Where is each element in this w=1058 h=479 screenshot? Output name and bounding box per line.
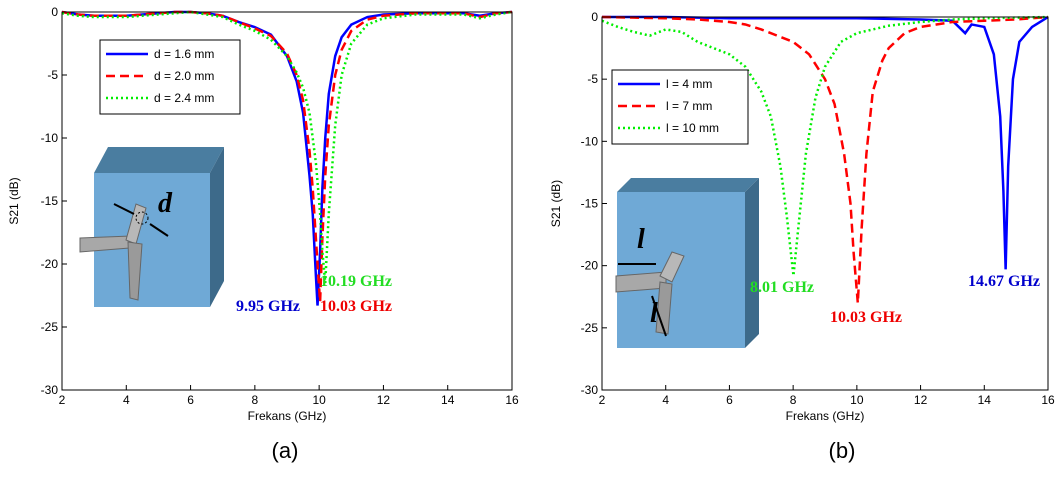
y-tick-label: -20 (41, 257, 59, 271)
inset-label: d (158, 188, 173, 219)
annotation: 10.19 GHz (320, 273, 392, 290)
x-tick-label: 6 (187, 393, 194, 407)
panel-label: (b) (829, 438, 856, 463)
panel-label: (a) (272, 438, 299, 463)
x-tick-label: 12 (914, 393, 928, 407)
annotation: 8.01 GHz (750, 279, 814, 296)
x-tick-label: 6 (726, 393, 733, 407)
x-tick-label: 2 (599, 393, 606, 407)
series-line (62, 10, 512, 302)
x-tick-label: 14 (978, 393, 992, 407)
y-tick-label: -5 (47, 68, 58, 82)
legend-label: d = 1.6 mm (154, 47, 214, 61)
series-line (602, 15, 1048, 270)
annotation: 9.95 GHz (236, 298, 300, 315)
x-tick-label: 10 (850, 393, 864, 407)
y-tick-label: -30 (41, 383, 59, 397)
inset-label: l (637, 224, 645, 255)
inset-label: l (650, 298, 658, 329)
x-tick-label: 8 (790, 393, 797, 407)
legend-label: d = 2.4 mm (154, 91, 214, 105)
y-axis-label: S21 (dB) (549, 180, 563, 227)
y-axis-label: S21 (dB) (7, 177, 21, 224)
series-line (602, 15, 1048, 304)
x-tick-label: 12 (377, 393, 391, 407)
x-axis-label: Frekans (GHz) (248, 409, 327, 423)
x-tick-label: 2 (59, 393, 66, 407)
x-axis-label: Frekans (GHz) (786, 409, 865, 423)
annotation: 10.03 GHz (320, 298, 392, 315)
y-tick-label: -15 (581, 197, 599, 211)
annotation: 14.67 GHz (968, 273, 1040, 290)
x-tick-label: 10 (312, 393, 326, 407)
axes-frame (601, 16, 1049, 391)
legend-label: l = 4 mm (666, 77, 712, 91)
x-tick-label: 16 (505, 393, 519, 407)
annotation: 10.03 GHz (830, 309, 902, 326)
axes-frame (61, 11, 513, 391)
x-tick-label: 4 (123, 393, 130, 407)
y-tick-label: -10 (581, 134, 599, 148)
inset-a (79, 147, 224, 307)
series-line (62, 10, 512, 284)
y-tick-label: -5 (587, 72, 598, 86)
y-tick-label: -10 (41, 131, 59, 145)
y-tick-label: 0 (591, 10, 598, 24)
x-tick-label: 8 (252, 393, 259, 407)
legend-label: l = 10 mm (666, 121, 719, 135)
y-tick-label: -25 (41, 320, 59, 334)
y-tick-label: 0 (51, 5, 58, 19)
legend-label: l = 7 mm (666, 99, 712, 113)
y-tick-label: -25 (581, 321, 599, 335)
x-tick-label: 4 (662, 393, 669, 407)
x-tick-label: 16 (1041, 393, 1055, 407)
x-tick-label: 14 (441, 393, 455, 407)
y-tick-label: -20 (581, 259, 599, 273)
legend-label: d = 2.0 mm (154, 69, 214, 83)
series-line (602, 15, 1048, 276)
y-tick-label: -15 (41, 194, 59, 208)
y-tick-label: -30 (581, 383, 599, 397)
inset-b (615, 178, 759, 348)
